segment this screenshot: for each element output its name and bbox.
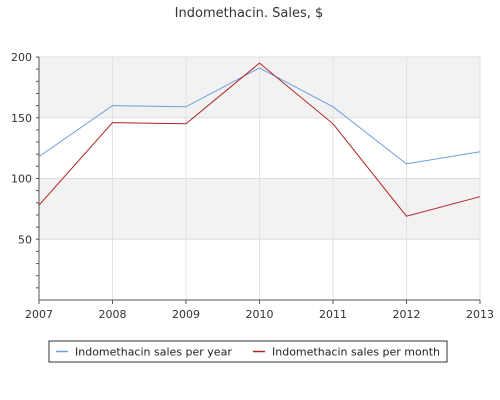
grid-lines xyxy=(39,56,481,300)
series-lines xyxy=(38,62,481,217)
y-tick-label: 150 xyxy=(11,112,32,125)
x-tick-label: 2010 xyxy=(246,308,274,321)
series-line-1 xyxy=(38,67,481,165)
x-tick-label: 2009 xyxy=(172,308,200,321)
y-tick-label: 50 xyxy=(18,233,32,246)
x-tick-label: 2013 xyxy=(466,308,494,321)
chart-title: Indomethacin. Sales, $ xyxy=(175,6,324,21)
legend-box xyxy=(48,340,448,363)
x-tick-label: 2007 xyxy=(25,308,53,321)
x-tick-label: 2008 xyxy=(99,308,127,321)
x-tick-label: 2011 xyxy=(319,308,347,321)
x-tick-label: 2012 xyxy=(393,308,421,321)
legend-label: Indomethacin sales per year xyxy=(75,346,232,359)
series-line-2 xyxy=(38,62,481,217)
axes: 50 100 150 200 2007 2008 2009 2010 2011 2012 2013 xyxy=(11,51,494,321)
y-tick-label: 100 xyxy=(11,173,32,186)
legend: Indomethacin sales per year Indomethacin … xyxy=(48,340,448,363)
legend-label: Indomethacin sales per month xyxy=(272,346,440,359)
y-tick-label: 200 xyxy=(11,51,32,64)
